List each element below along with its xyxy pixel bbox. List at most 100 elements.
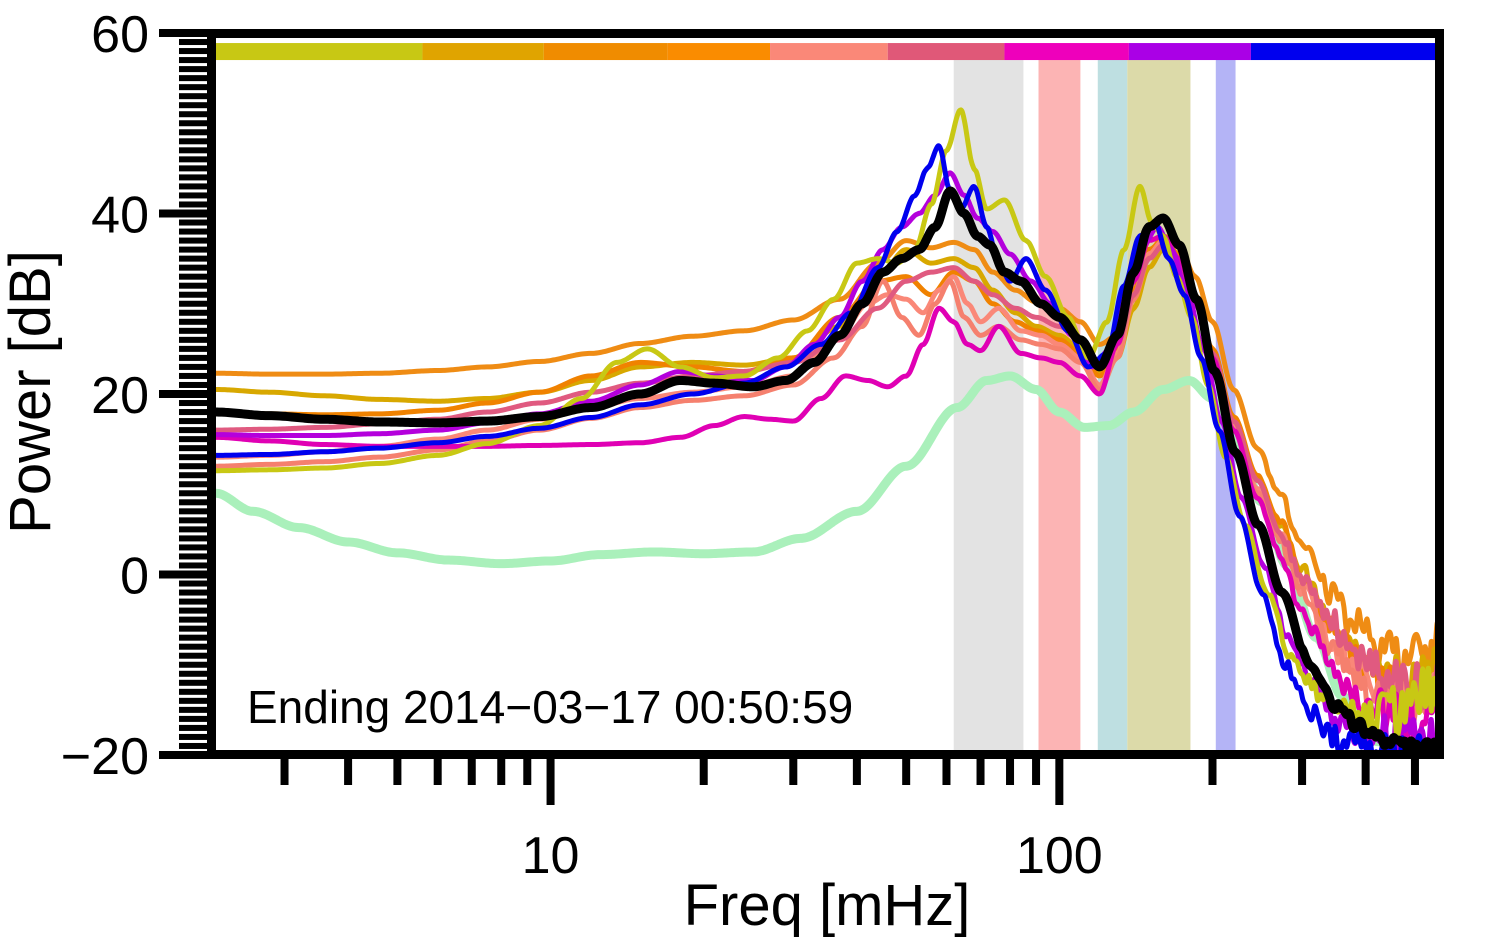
- seg-blue: [1250, 43, 1440, 61]
- band-pink: [1038, 55, 1081, 755]
- y-minor-tick: [179, 526, 207, 533]
- y-minor-tick: [179, 517, 207, 524]
- y-minor-tick: [179, 219, 207, 226]
- y-minor-tick: [179, 616, 207, 623]
- y-minor-tick: [179, 282, 207, 289]
- y-minor-tick: [179, 661, 207, 668]
- y-minor-tick: [179, 372, 207, 379]
- y-minor-tick: [179, 39, 207, 46]
- y-minor-tick: [179, 454, 207, 461]
- axis-left-spine: [207, 29, 216, 759]
- axis-labels-layer: Power [dB] Freq [mHz] Ending 2014−03−17 …: [0, 250, 970, 938]
- colorbar-strip: [216, 43, 1440, 61]
- y-minor-tick: [179, 363, 207, 370]
- seg-olive: [216, 43, 423, 61]
- x-tick-label: 100: [1016, 827, 1103, 885]
- y-major-tick: [159, 751, 207, 759]
- y-minor-tick: [179, 381, 207, 388]
- x-minor-tick: [1298, 759, 1307, 785]
- spectrum-orange-mid: [216, 238, 1440, 722]
- y-minor-tick: [179, 264, 207, 271]
- y-minor-tick: [179, 742, 207, 749]
- y-minor-tick: [179, 400, 207, 407]
- x-minor-tick: [433, 759, 442, 785]
- y-minor-tick: [179, 57, 207, 64]
- seg-gold: [422, 43, 544, 61]
- x-minor-tick: [942, 759, 951, 785]
- y-minor-tick: [179, 228, 207, 235]
- y-tick-label: 40: [91, 187, 149, 245]
- seg-violet: [1128, 43, 1251, 61]
- x-minor-tick: [497, 759, 506, 785]
- band-khaki: [1127, 55, 1191, 755]
- y-minor-tick: [179, 300, 207, 307]
- y-major-tick: [159, 570, 207, 579]
- x-minor-tick: [902, 759, 911, 785]
- x-minor-tick: [1361, 759, 1370, 785]
- y-minor-tick: [179, 48, 207, 55]
- axis-frame-layer: −20 0 20 40 60 10 100: [61, 6, 1444, 885]
- y-minor-tick: [179, 499, 207, 506]
- y-tick-label: 20: [91, 367, 149, 425]
- seg-salmon: [770, 43, 888, 61]
- y-minor-tick: [179, 535, 207, 542]
- y-minor-tick: [179, 183, 207, 190]
- x-minor-tick: [344, 759, 353, 785]
- y-minor-tick: [179, 580, 207, 587]
- x-minor-tick: [1032, 759, 1041, 785]
- y-minor-tick: [179, 634, 207, 641]
- y-minor-tick: [179, 165, 207, 172]
- y-minor-tick: [179, 75, 207, 82]
- y-minor-tick: [179, 697, 207, 704]
- y-minor-tick: [179, 345, 207, 352]
- x-minor-tick: [699, 759, 708, 785]
- y-minor-tick: [179, 715, 207, 722]
- x-minor-tick: [976, 759, 985, 785]
- spectra-curves-layer: [216, 107, 1440, 755]
- y-tick-label: −20: [61, 728, 149, 786]
- shaded-bands-layer: [953, 55, 1236, 755]
- x-minor-tick: [789, 759, 798, 785]
- spectrum-mean-black: [216, 186, 1440, 755]
- x-minor-tick: [280, 759, 289, 785]
- x-tick-label: 10: [522, 827, 580, 885]
- y-minor-tick: [179, 138, 207, 145]
- y-major-tick: [159, 390, 207, 398]
- x-minor-tick: [523, 759, 532, 785]
- y-minor-tick: [179, 607, 207, 614]
- curves-clip-group: [216, 107, 1440, 755]
- y-minor-tick: [179, 427, 207, 434]
- y-minor-tick: [179, 625, 207, 632]
- x-major-tick: [1055, 759, 1064, 805]
- y-minor-tick: [179, 643, 207, 650]
- x-axis-title: Freq [mHz]: [684, 873, 971, 938]
- y-minor-tick: [179, 544, 207, 551]
- y-minor-tick: [179, 463, 207, 470]
- y-minor-tick: [179, 553, 207, 560]
- axis-top-spine: [207, 29, 1444, 38]
- y-minor-tick: [179, 679, 207, 686]
- x-minor-tick: [1006, 759, 1015, 785]
- y-minor-tick: [179, 174, 207, 181]
- y-minor-tick: [179, 291, 207, 298]
- y-minor-tick: [179, 327, 207, 334]
- y-minor-tick: [179, 201, 207, 208]
- y-minor-tick: [179, 472, 207, 479]
- y-minor-tick: [179, 733, 207, 740]
- spectrum-olive: [216, 107, 1440, 739]
- y-major-tick: [159, 209, 207, 218]
- y-minor-tick: [179, 508, 207, 515]
- y-tick-label: 60: [91, 6, 149, 64]
- seg-orange2: [667, 43, 771, 61]
- y-minor-tick: [179, 93, 207, 100]
- y-minor-tick: [179, 246, 207, 253]
- y-minor-tick: [179, 147, 207, 154]
- y-minor-tick: [179, 309, 207, 316]
- y-minor-tick: [179, 589, 207, 596]
- y-minor-tick: [179, 318, 207, 325]
- y-minor-tick: [179, 84, 207, 91]
- y-minor-tick: [179, 418, 207, 425]
- y-minor-tick: [179, 445, 207, 452]
